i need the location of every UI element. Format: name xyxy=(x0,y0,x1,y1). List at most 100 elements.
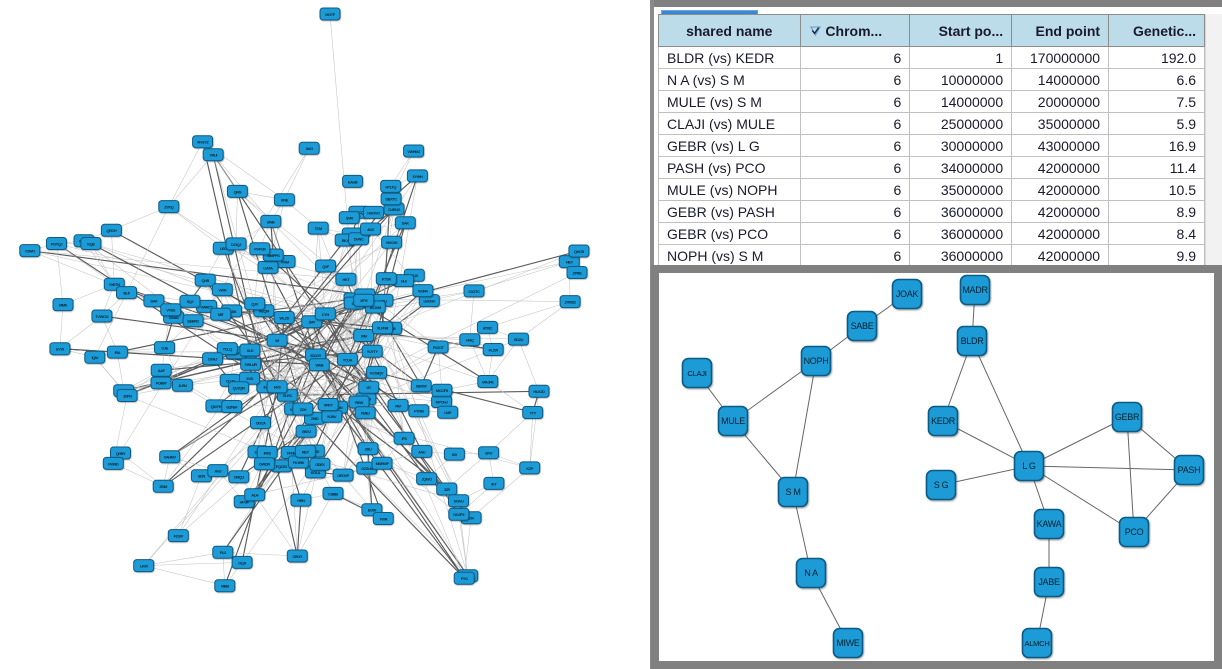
svg-text:XPKT: XPKT xyxy=(324,402,334,407)
svg-text:YUYTY: YUYTY xyxy=(367,349,379,354)
svg-text:FIIV: FIIV xyxy=(395,403,401,408)
svg-text:TVWOG: TVWOG xyxy=(96,314,109,319)
svg-text:JMY: JMY xyxy=(308,320,316,325)
svg-text:TWR: TWR xyxy=(379,516,387,521)
svg-text:MBB: MBB xyxy=(221,584,229,589)
svg-text:TCLQ: TCLQ xyxy=(223,347,232,352)
svg-text:MOCFS: MOCFS xyxy=(436,388,449,393)
svg-text:SVR: SVR xyxy=(346,216,353,221)
svg-text:ODCA: ODCA xyxy=(256,421,266,426)
svg-text:DVNC: DVNC xyxy=(354,237,364,242)
svg-text:FLZW: FLZW xyxy=(489,347,499,352)
svg-text:NJNV: NJNV xyxy=(327,414,337,419)
svg-text:QRG: QRG xyxy=(234,189,242,194)
svg-text:ZYKQ: ZYKQ xyxy=(164,205,174,210)
svg-text:GDZU: GDZU xyxy=(514,337,524,342)
svg-text:OJE: OJE xyxy=(161,346,168,351)
svg-text:SDN: SDN xyxy=(198,474,206,479)
svg-text:TTY: TTY xyxy=(530,410,537,415)
svg-text:ZBU: ZBU xyxy=(365,447,372,452)
svg-text:MNRWF: MNRWF xyxy=(376,461,390,466)
svg-text:JZR: JZR xyxy=(444,487,451,492)
svg-text:FFNE: FFNE xyxy=(287,450,296,455)
svg-text:QVF: QVF xyxy=(322,264,330,269)
svg-text:QRCH: QRCH xyxy=(106,228,116,233)
svg-text:MYOHJ: MYOHJ xyxy=(436,399,448,404)
svg-text:HEY: HEY xyxy=(566,260,574,265)
svg-text:REY: REY xyxy=(302,449,310,454)
svg-text:BNB: BNB xyxy=(267,219,275,224)
svg-text:KAWA: KAWA xyxy=(1037,519,1062,529)
svg-text:FZUIV: FZUIV xyxy=(174,534,184,539)
svg-text:JOAK: JOAK xyxy=(896,289,919,299)
svg-text:SAG: SAG xyxy=(306,146,314,151)
svg-text:GEBR: GEBR xyxy=(1115,412,1140,422)
svg-text:FYNM: FYNM xyxy=(414,409,424,414)
svg-text:XVD: XVD xyxy=(246,376,253,381)
svg-text:XFYI: XFYI xyxy=(360,298,367,303)
svg-text:QNB: QNB xyxy=(201,278,209,283)
svg-text:SAK: SAK xyxy=(402,221,410,226)
svg-text:QHRY: QHRY xyxy=(116,451,126,456)
svg-text:KNE: KNE xyxy=(281,198,289,203)
svg-text:EEERC: EEERC xyxy=(187,319,199,324)
svg-text:S M: S M xyxy=(785,487,800,497)
svg-text:NGJFX: NGJFX xyxy=(453,512,465,517)
svg-text:LKM: LKM xyxy=(140,564,147,569)
svg-text:CLAJI: CLAJI xyxy=(687,369,706,378)
svg-text:REW: REW xyxy=(355,400,364,405)
svg-text:EAUB: EAUB xyxy=(348,179,358,184)
svg-text:BLF: BLF xyxy=(123,291,130,296)
svg-text:MAJFE: MAJFE xyxy=(482,379,494,384)
svg-text:EPU: EPU xyxy=(485,451,492,456)
svg-text:WLZD: WLZD xyxy=(279,315,289,320)
svg-text:QHCB: QHCB xyxy=(574,249,584,254)
svg-text:QWYH: QWYH xyxy=(211,404,222,409)
svg-text:CUENG: CUENG xyxy=(388,207,400,212)
svg-text:IFES: IFES xyxy=(264,450,272,455)
svg-text:JLRU: JLRU xyxy=(178,383,187,388)
svg-text:L G: L G xyxy=(1022,461,1036,471)
svg-text:VWN: VWN xyxy=(218,288,226,293)
svg-text:GGVU: GGVU xyxy=(454,499,464,504)
svg-text:HUXJD: HUXJD xyxy=(533,389,545,394)
svg-text:SSJGY: SSJGY xyxy=(310,353,322,358)
svg-text:KQE: KQE xyxy=(87,241,95,246)
svg-text:FWLUR: FWLUR xyxy=(245,362,258,367)
svg-text:ANJ: ANJ xyxy=(215,469,222,474)
svg-text:LVMA: LVMA xyxy=(263,265,273,270)
svg-text:PCO: PCO xyxy=(1125,527,1144,537)
svg-text:JQIGO: JQIGO xyxy=(421,477,432,482)
svg-text:GLRC: GLRC xyxy=(283,393,293,398)
svg-text:KEDR: KEDR xyxy=(931,416,956,426)
svg-text:XYWH: XYWH xyxy=(412,174,423,179)
svg-text:IRA: IRA xyxy=(115,350,121,355)
svg-text:FWND: FWND xyxy=(108,461,119,466)
svg-text:HXS: HXS xyxy=(274,385,282,390)
svg-text:MADR: MADR xyxy=(962,285,988,295)
svg-text:ZXMSZ: ZXMSZ xyxy=(565,300,577,305)
svg-text:NOPH: NOPH xyxy=(804,356,829,366)
svg-text:FUJ: FUJ xyxy=(220,550,226,555)
svg-text:ZMM: ZMM xyxy=(159,484,167,489)
svg-text:DCIQJ: DCIQJ xyxy=(231,242,241,247)
svg-text:IFS: IFS xyxy=(402,436,408,441)
svg-text:PGYQJ: PGYQJ xyxy=(51,241,63,246)
svg-text:ZPRE: ZPRE xyxy=(573,270,583,275)
svg-text:CRGY: CRGY xyxy=(292,554,302,559)
svg-text:FYO: FYO xyxy=(461,576,468,581)
svg-text:JDPN: JDPN xyxy=(123,393,132,398)
svg-text:GWDN: GWDN xyxy=(259,462,270,467)
svg-text:LME: LME xyxy=(444,410,452,415)
svg-text:S G: S G xyxy=(934,480,949,490)
svg-text:HRN: HRN xyxy=(297,498,305,503)
svg-text:KCWQV: KCWQV xyxy=(370,370,384,375)
svg-text:DXAJ: DXAJ xyxy=(208,357,217,362)
svg-text:LWJGV: LWJGV xyxy=(423,299,435,304)
svg-text:HTLTQ: HTLTQ xyxy=(385,184,396,189)
svg-text:VVSS: VVSS xyxy=(166,308,176,313)
svg-text:JABE: JABE xyxy=(1038,577,1060,587)
svg-text:HGOVO: HGOVO xyxy=(367,210,380,215)
svg-text:ZZH: ZZH xyxy=(300,407,307,412)
svg-text:HKT: HKT xyxy=(343,277,351,282)
